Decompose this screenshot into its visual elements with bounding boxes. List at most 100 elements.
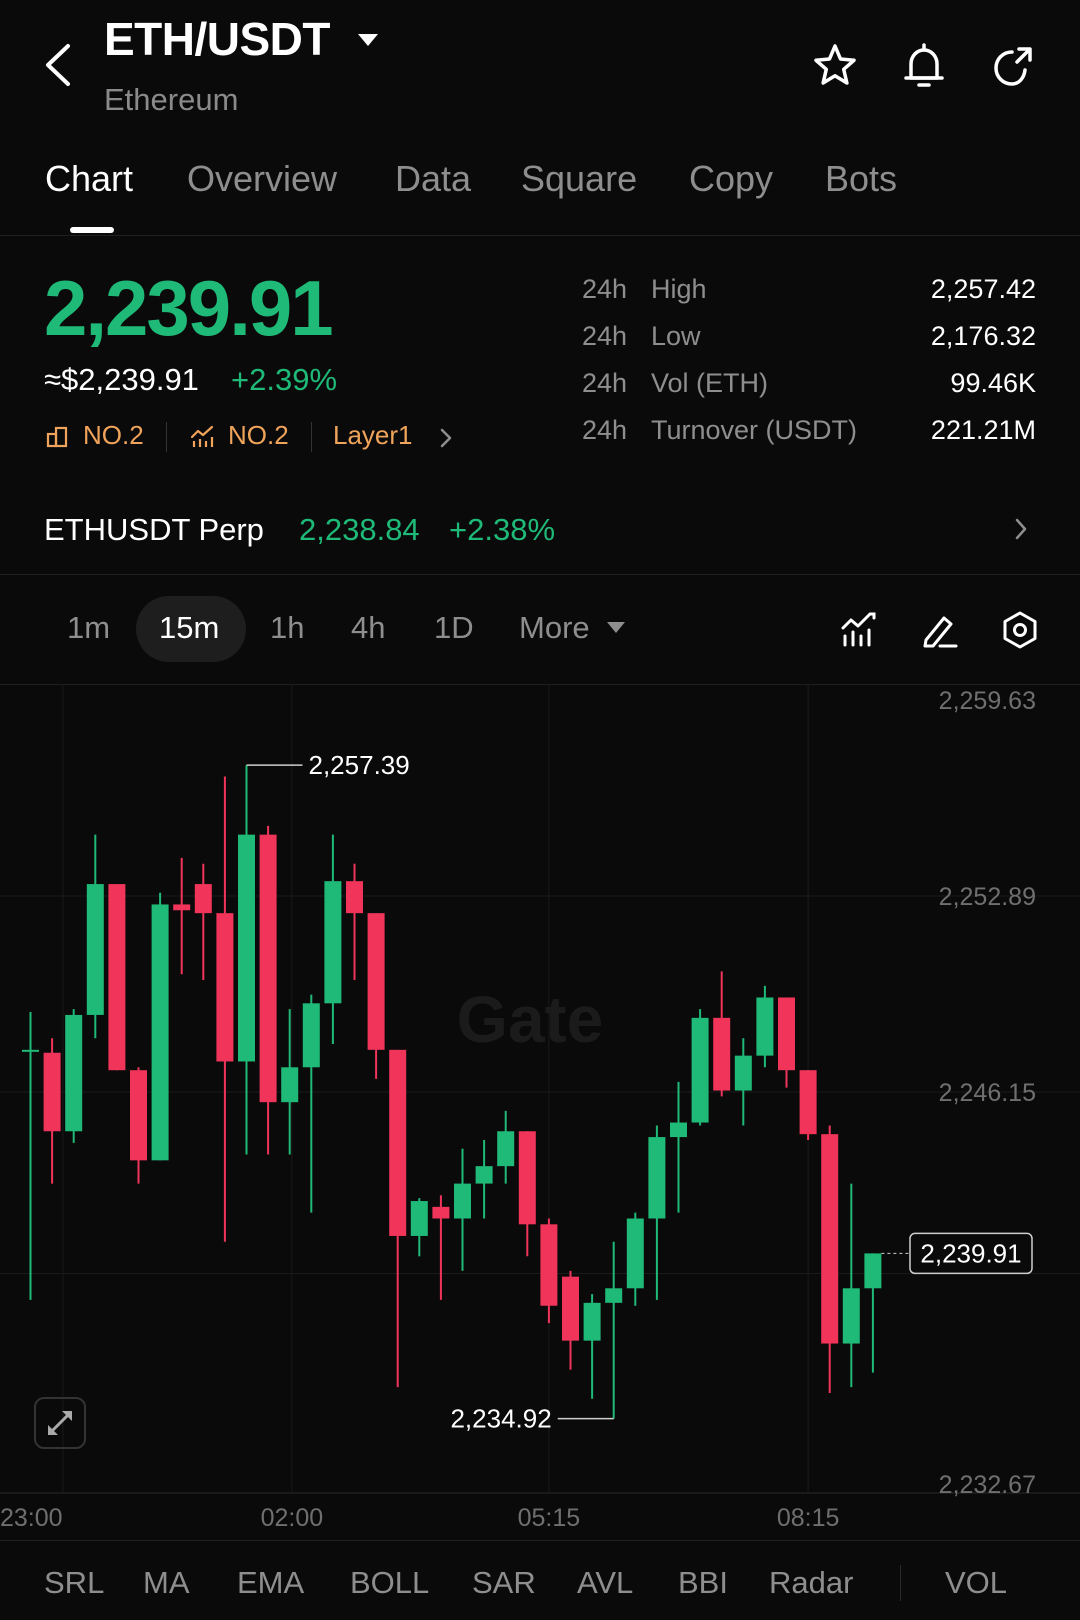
candle-body — [108, 884, 126, 1071]
candle-body — [842, 1288, 860, 1344]
candle-body — [821, 1134, 839, 1344]
candle-body — [670, 1122, 687, 1138]
active-tab-indicator — [70, 227, 114, 233]
market-cap-rank[interactable]: NO.2 — [83, 420, 144, 450]
tab-data[interactable]: Data — [395, 158, 472, 199]
chevron-down-icon[interactable] — [358, 34, 378, 46]
candle — [518, 1131, 536, 1257]
indicator-boll[interactable]: BOLL — [350, 1565, 430, 1600]
interval-more[interactable]: More — [519, 610, 590, 645]
candle-body — [799, 1070, 817, 1135]
candle — [302, 994, 320, 1213]
chart-top-divider — [0, 684, 1080, 685]
tab-bots[interactable]: Bots — [825, 158, 898, 199]
candle-body — [410, 1201, 428, 1236]
candle-body — [691, 1017, 709, 1123]
candle — [432, 1195, 450, 1300]
indicators-icon[interactable] — [839, 610, 879, 650]
candle — [194, 863, 212, 981]
indicator-srl[interactable]: SRL — [44, 1565, 105, 1600]
candle-body — [151, 904, 169, 1161]
candle — [734, 1038, 752, 1126]
indicator-ma[interactable]: MA — [143, 1565, 190, 1600]
tab-overview[interactable]: Overview — [187, 158, 338, 199]
candle-body — [432, 1206, 450, 1219]
candle-body — [389, 1049, 407, 1236]
tab-chart[interactable]: Chart — [45, 158, 134, 199]
indicator-divider — [0, 1540, 1080, 1541]
candle — [151, 892, 169, 1161]
pair-selector[interactable]: ETH/USDT — [104, 13, 331, 65]
last-price: 2,239.91 — [44, 264, 334, 352]
candle-body — [626, 1218, 644, 1289]
candle — [605, 1241, 623, 1419]
volume-rank[interactable]: NO.2 — [228, 420, 289, 450]
perp-name[interactable]: ETHUSDT Perp — [44, 512, 264, 547]
candle — [778, 997, 795, 1088]
candle-body — [713, 1017, 731, 1091]
settings-gear-icon[interactable] — [1000, 610, 1040, 650]
candle-body — [324, 881, 342, 1004]
y-tick-label: 2,246.15 — [939, 1079, 1036, 1107]
candle — [562, 1270, 579, 1370]
candle — [497, 1110, 515, 1184]
candle-body — [367, 913, 385, 1050]
indicator-avl[interactable]: AVL — [577, 1565, 634, 1600]
candle — [842, 1183, 860, 1388]
rank-divider — [166, 422, 167, 452]
chevron-right-icon[interactable] — [438, 427, 454, 449]
last-price-tag: 2,239.91 — [920, 1238, 1021, 1268]
indicator-sar[interactable]: SAR — [472, 1565, 536, 1600]
interval-4h[interactable]: 4h — [351, 610, 386, 645]
interval-1m[interactable]: 1m — [67, 610, 111, 645]
candle-body — [130, 1070, 147, 1161]
candle — [173, 857, 191, 975]
x-tick-label: 23:00 — [0, 1504, 63, 1532]
indicator-separator — [900, 1565, 901, 1601]
candle — [86, 834, 104, 1039]
star-icon[interactable] — [809, 40, 861, 92]
tabs-divider — [0, 235, 1080, 236]
candle — [22, 1012, 39, 1300]
candle — [130, 1067, 147, 1184]
candle — [583, 1294, 601, 1399]
candle — [389, 1049, 407, 1388]
candle-body — [346, 881, 363, 914]
candle — [475, 1139, 493, 1219]
share-icon[interactable] — [987, 40, 1039, 92]
interval-1d[interactable]: 1D — [434, 610, 474, 645]
candle-body — [540, 1224, 558, 1306]
expand-chart-button[interactable] — [34, 1397, 86, 1449]
indicator-vol[interactable]: VOL — [945, 1565, 1008, 1600]
draw-pencil-icon[interactable] — [920, 610, 960, 650]
tab-copy[interactable]: Copy — [689, 158, 774, 199]
gate-watermark: Gate — [457, 982, 604, 1056]
tab-square[interactable]: Square — [521, 158, 638, 199]
low-price-label: 2,234.92 — [450, 1404, 551, 1434]
interval-15m[interactable]: 15m — [159, 610, 220, 645]
rank-divider — [311, 422, 312, 452]
chart-annotations: 2,257.39 2,234.92 2,239.91 — [246, 750, 1033, 1434]
chevron-right-icon[interactable] — [1013, 517, 1029, 541]
stat-value-low: 2,176.32 — [930, 321, 1036, 351]
candle — [367, 913, 385, 1079]
back-arrow-icon[interactable] — [40, 40, 80, 90]
candle — [259, 825, 277, 1155]
candlestick-chart[interactable]: Gate 2,257.392,234.922,239.91 2,259.632,… — [0, 684, 1080, 1564]
candle-body — [259, 834, 277, 1103]
chevron-down-icon[interactable] — [607, 622, 625, 633]
candle-body — [454, 1183, 471, 1219]
indicator-ema[interactable]: EMA — [237, 1565, 305, 1600]
indicator-bbi[interactable]: BBI — [678, 1565, 728, 1600]
bell-icon[interactable] — [898, 40, 950, 92]
indicator-radar[interactable]: Radar — [769, 1565, 854, 1600]
candle — [691, 1009, 709, 1126]
sector-tag[interactable]: Layer1 — [333, 420, 413, 450]
stat-label-turnover: Turnover (USDT) — [651, 415, 858, 445]
candle — [756, 985, 774, 1068]
candle — [670, 1081, 687, 1213]
candle-body — [302, 1003, 320, 1068]
x-axis: 23:00 02:00 05:15 08:15 — [0, 1504, 839, 1532]
candle — [648, 1125, 666, 1300]
interval-1h[interactable]: 1h — [270, 610, 305, 645]
